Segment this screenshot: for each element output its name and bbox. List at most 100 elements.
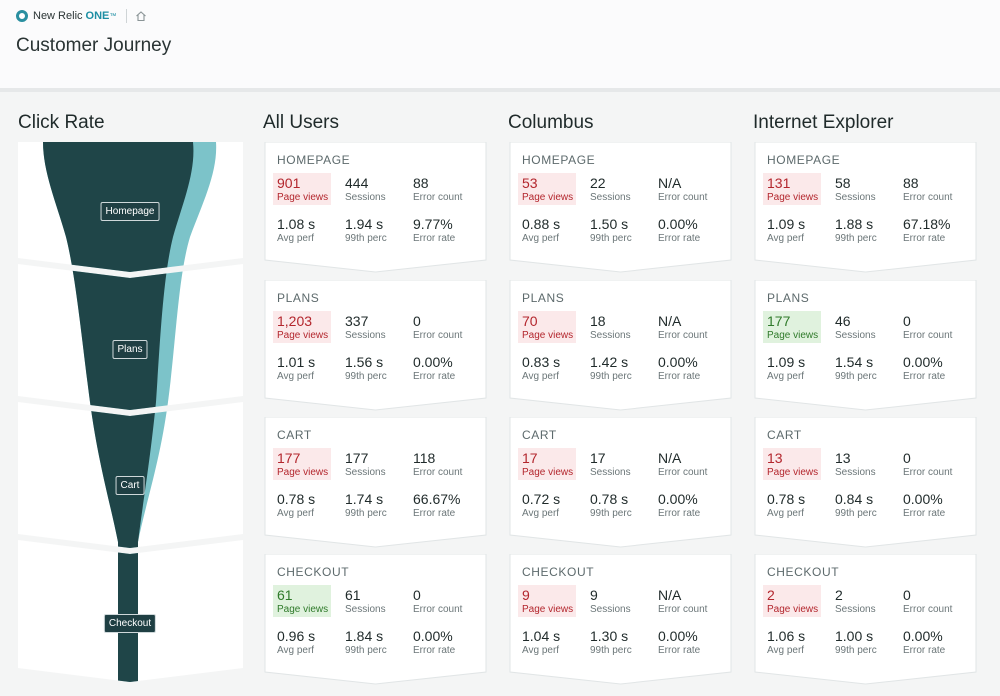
metric-label: Error rate (903, 371, 946, 382)
metric-value: 0 (413, 313, 421, 329)
metric-avg-perf: 0.72 s Avg perf (522, 491, 584, 520)
metric-label: Error count (413, 192, 463, 203)
metric-p99: 1.50 s 99th perc (590, 216, 652, 245)
metric-page-views: 9 Page views (518, 585, 576, 617)
metric-page-views: 1,203 Page views (273, 311, 331, 343)
metric-label: Sessions (590, 192, 631, 203)
metric-value: 0.00% (903, 354, 943, 370)
metric-sessions: 61 Sessions (345, 587, 407, 616)
ie-stage-card-homepage[interactable]: HOMEPAGE 131 Page views 58 Sessions 88 Error c… (753, 142, 978, 273)
metric-error-count: 0 Error count (903, 587, 965, 616)
metric-value: 61 (345, 587, 361, 603)
metric-error-rate: 9.77% Error rate (413, 216, 475, 245)
metric-value: 9.77% (413, 216, 453, 232)
funnel-step-plans[interactable]: Plans (112, 340, 148, 359)
metric-label: Error rate (413, 233, 456, 244)
metric-avg-perf: 1.09 s Avg perf (767, 354, 829, 383)
metric-value: 0 (413, 587, 421, 603)
ie-stage-card-checkout[interactable]: CHECKOUT 2 Page views 2 Sessions 0 Error count… (753, 554, 978, 685)
brand[interactable]: New Relic ONE ™ (16, 9, 147, 23)
metric-value: 22 (590, 175, 606, 191)
metric-sessions: 58 Sessions (835, 175, 897, 204)
card-title: CART (767, 428, 802, 442)
metric-value: 0.00% (413, 628, 453, 644)
metric-p99: 1.74 s 99th perc (345, 491, 407, 520)
metric-error-rate: 0.00% Error rate (413, 628, 475, 657)
new-relic-logo-icon (16, 10, 28, 22)
metric-value: 1,203 (277, 313, 313, 329)
metric-label: Error count (413, 604, 463, 615)
metric-label: Error count (658, 467, 708, 478)
metric-value: 0.00% (658, 491, 698, 507)
metric-value: 131 (767, 175, 791, 191)
columbus-stage-card-checkout[interactable]: CHECKOUT 9 Page views 9 Sessions N/A Error cou… (508, 554, 733, 685)
metric-value: 1.09 s (767, 354, 806, 370)
metric-value: 1.08 s (277, 216, 316, 232)
metric-label: Page views (277, 467, 329, 478)
metric-error-rate: 0.00% Error rate (658, 491, 720, 520)
metric-value: 444 (345, 175, 369, 191)
metric-label: 99th perc (345, 645, 387, 656)
columbus-stage-card-homepage[interactable]: HOMEPAGE 53 Page views 22 Sessions N/A Error c… (508, 142, 733, 273)
metric-label: Error count (413, 467, 463, 478)
card-title: PLANS (277, 291, 320, 305)
all-stage-card-checkout[interactable]: CHECKOUT 61 Page views 61 Sessions 0 Error cou… (263, 554, 488, 685)
metric-error-rate: 0.00% Error rate (658, 628, 720, 657)
metric-label: Avg perf (767, 233, 805, 244)
metric-value: 0 (903, 450, 911, 466)
columbus-stage-card-plans[interactable]: PLANS 70 Page views 18 Sessions N/A Error coun… (508, 280, 733, 411)
metric-p99: 1.54 s 99th perc (835, 354, 897, 383)
metric-label: Avg perf (277, 233, 315, 244)
metric-value: 1.09 s (767, 216, 806, 232)
metric-label: Error rate (658, 645, 701, 656)
metric-value: 2 (767, 587, 775, 603)
columbus-stage-card-cart[interactable]: CART 17 Page views 17 Sessions N/A Error count… (508, 417, 733, 548)
metric-value: 0.88 s (522, 216, 561, 232)
metric-avg-perf: 0.96 s Avg perf (277, 628, 339, 657)
metric-label: Error rate (903, 645, 946, 656)
metric-value: 17 (590, 450, 606, 466)
funnel-step-homepage[interactable]: Homepage (100, 202, 160, 221)
metric-label: Sessions (590, 467, 631, 478)
metric-label: Error rate (903, 508, 946, 519)
metric-label: Sessions (835, 604, 876, 615)
columbus-title: Columbus (508, 112, 594, 133)
card-title: CHECKOUT (277, 565, 350, 579)
metric-label: Page views (522, 604, 574, 615)
metric-value: 0.00% (658, 354, 698, 370)
metric-p99: 0.78 s 99th perc (590, 491, 652, 520)
metric-value: 53 (522, 175, 538, 191)
funnel-step-checkout[interactable]: Checkout (103, 614, 157, 633)
metric-value: 58 (835, 175, 851, 191)
metric-label: Error count (903, 192, 953, 203)
metric-value: 0 (903, 587, 911, 603)
all-stage-card-homepage[interactable]: HOMEPAGE 901 Page views 444 Sessions 88 Error … (263, 142, 488, 273)
metric-error-rate: 0.00% Error rate (413, 354, 475, 383)
metric-value: N/A (658, 313, 682, 329)
metric-p99: 1.84 s 99th perc (345, 628, 407, 657)
card-title: CART (277, 428, 312, 442)
home-icon[interactable] (135, 10, 147, 22)
all-stage-card-plans[interactable]: PLANS 1,203 Page views 337 Sessions 0 Error co… (263, 280, 488, 411)
funnel-step-cart[interactable]: Cart (115, 476, 145, 495)
metric-value: 61 (277, 587, 293, 603)
ie-stage-card-cart[interactable]: CART 13 Page views 13 Sessions 0 Error count 0.… (753, 417, 978, 548)
metric-avg-perf: 1.09 s Avg perf (767, 216, 829, 245)
metric-label: Avg perf (277, 508, 315, 519)
all-stage-card-cart[interactable]: CART 177 Page views 177 Sessions 118 Error cou… (263, 417, 488, 548)
metric-value: 118 (413, 450, 436, 466)
click-rate-title: Click Rate (18, 112, 105, 133)
metric-label: Sessions (835, 467, 876, 478)
metric-value: 9 (522, 587, 530, 603)
metric-value: 18 (590, 313, 606, 329)
ie-stage-card-plans[interactable]: PLANS 177 Page views 46 Sessions 0 Error count… (753, 280, 978, 411)
metric-label: Page views (767, 192, 819, 203)
metric-avg-perf: 1.06 s Avg perf (767, 628, 829, 657)
card-title: PLANS (767, 291, 810, 305)
metric-value: 17 (522, 450, 538, 466)
metric-label: Sessions (835, 192, 876, 203)
metric-label: Page views (277, 192, 329, 203)
metric-avg-perf: 0.83 s Avg perf (522, 354, 584, 383)
brand-one: ONE (85, 10, 110, 22)
metric-label: Error rate (413, 645, 456, 656)
